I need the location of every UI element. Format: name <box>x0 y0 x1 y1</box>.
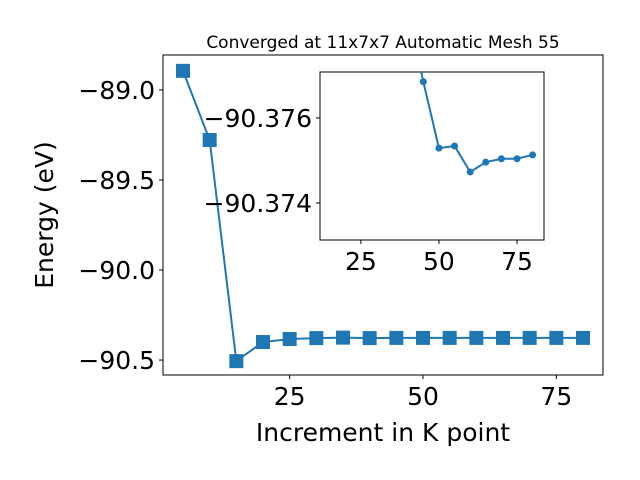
plot-clip <box>176 63 590 369</box>
marker <box>229 354 244 369</box>
marker <box>362 331 377 346</box>
marker <box>451 142 459 150</box>
y-tick-label: −90.5 <box>78 346 155 375</box>
marker <box>419 78 427 86</box>
y-tick-label: −89.5 <box>78 166 155 195</box>
y-tick-label: −90.376 <box>204 104 312 133</box>
marker <box>529 151 537 159</box>
marker <box>282 331 297 346</box>
marker <box>202 132 217 147</box>
marker <box>496 330 510 345</box>
marker <box>497 155 505 163</box>
x-tick-label: 75 <box>540 382 572 411</box>
y-tick-label: −90.374 <box>204 189 312 218</box>
marker <box>389 330 404 345</box>
marker <box>416 330 430 345</box>
plot-area <box>319 71 545 241</box>
x-tick-label: 50 <box>423 247 455 276</box>
marker <box>576 330 590 345</box>
y-tick-label: −90.0 <box>78 256 155 285</box>
marker <box>176 63 190 78</box>
series-line <box>182 70 583 363</box>
marker <box>513 155 521 163</box>
x-tick-label: 50 <box>407 382 439 411</box>
marker <box>482 158 490 166</box>
plot-clip <box>404 8 537 176</box>
x-tick-label: 25 <box>274 382 306 411</box>
y-axis-label: Energy (eV) <box>30 141 59 288</box>
marker <box>549 330 564 345</box>
marker <box>442 330 457 345</box>
marker <box>404 8 411 15</box>
y-tick-label: −89.0 <box>78 76 155 105</box>
marker <box>522 330 537 345</box>
marker <box>256 335 270 350</box>
marker <box>309 331 324 346</box>
marker <box>336 330 350 345</box>
x-tick-label: 25 <box>345 247 377 276</box>
marker <box>466 168 474 176</box>
chart-title: Converged at 11x7x7 Automatic Mesh 55 <box>206 33 559 53</box>
x-axis-label: Increment in K point <box>256 418 510 447</box>
x-tick-label: 75 <box>501 247 533 276</box>
marker <box>435 144 443 152</box>
marker <box>469 330 484 345</box>
